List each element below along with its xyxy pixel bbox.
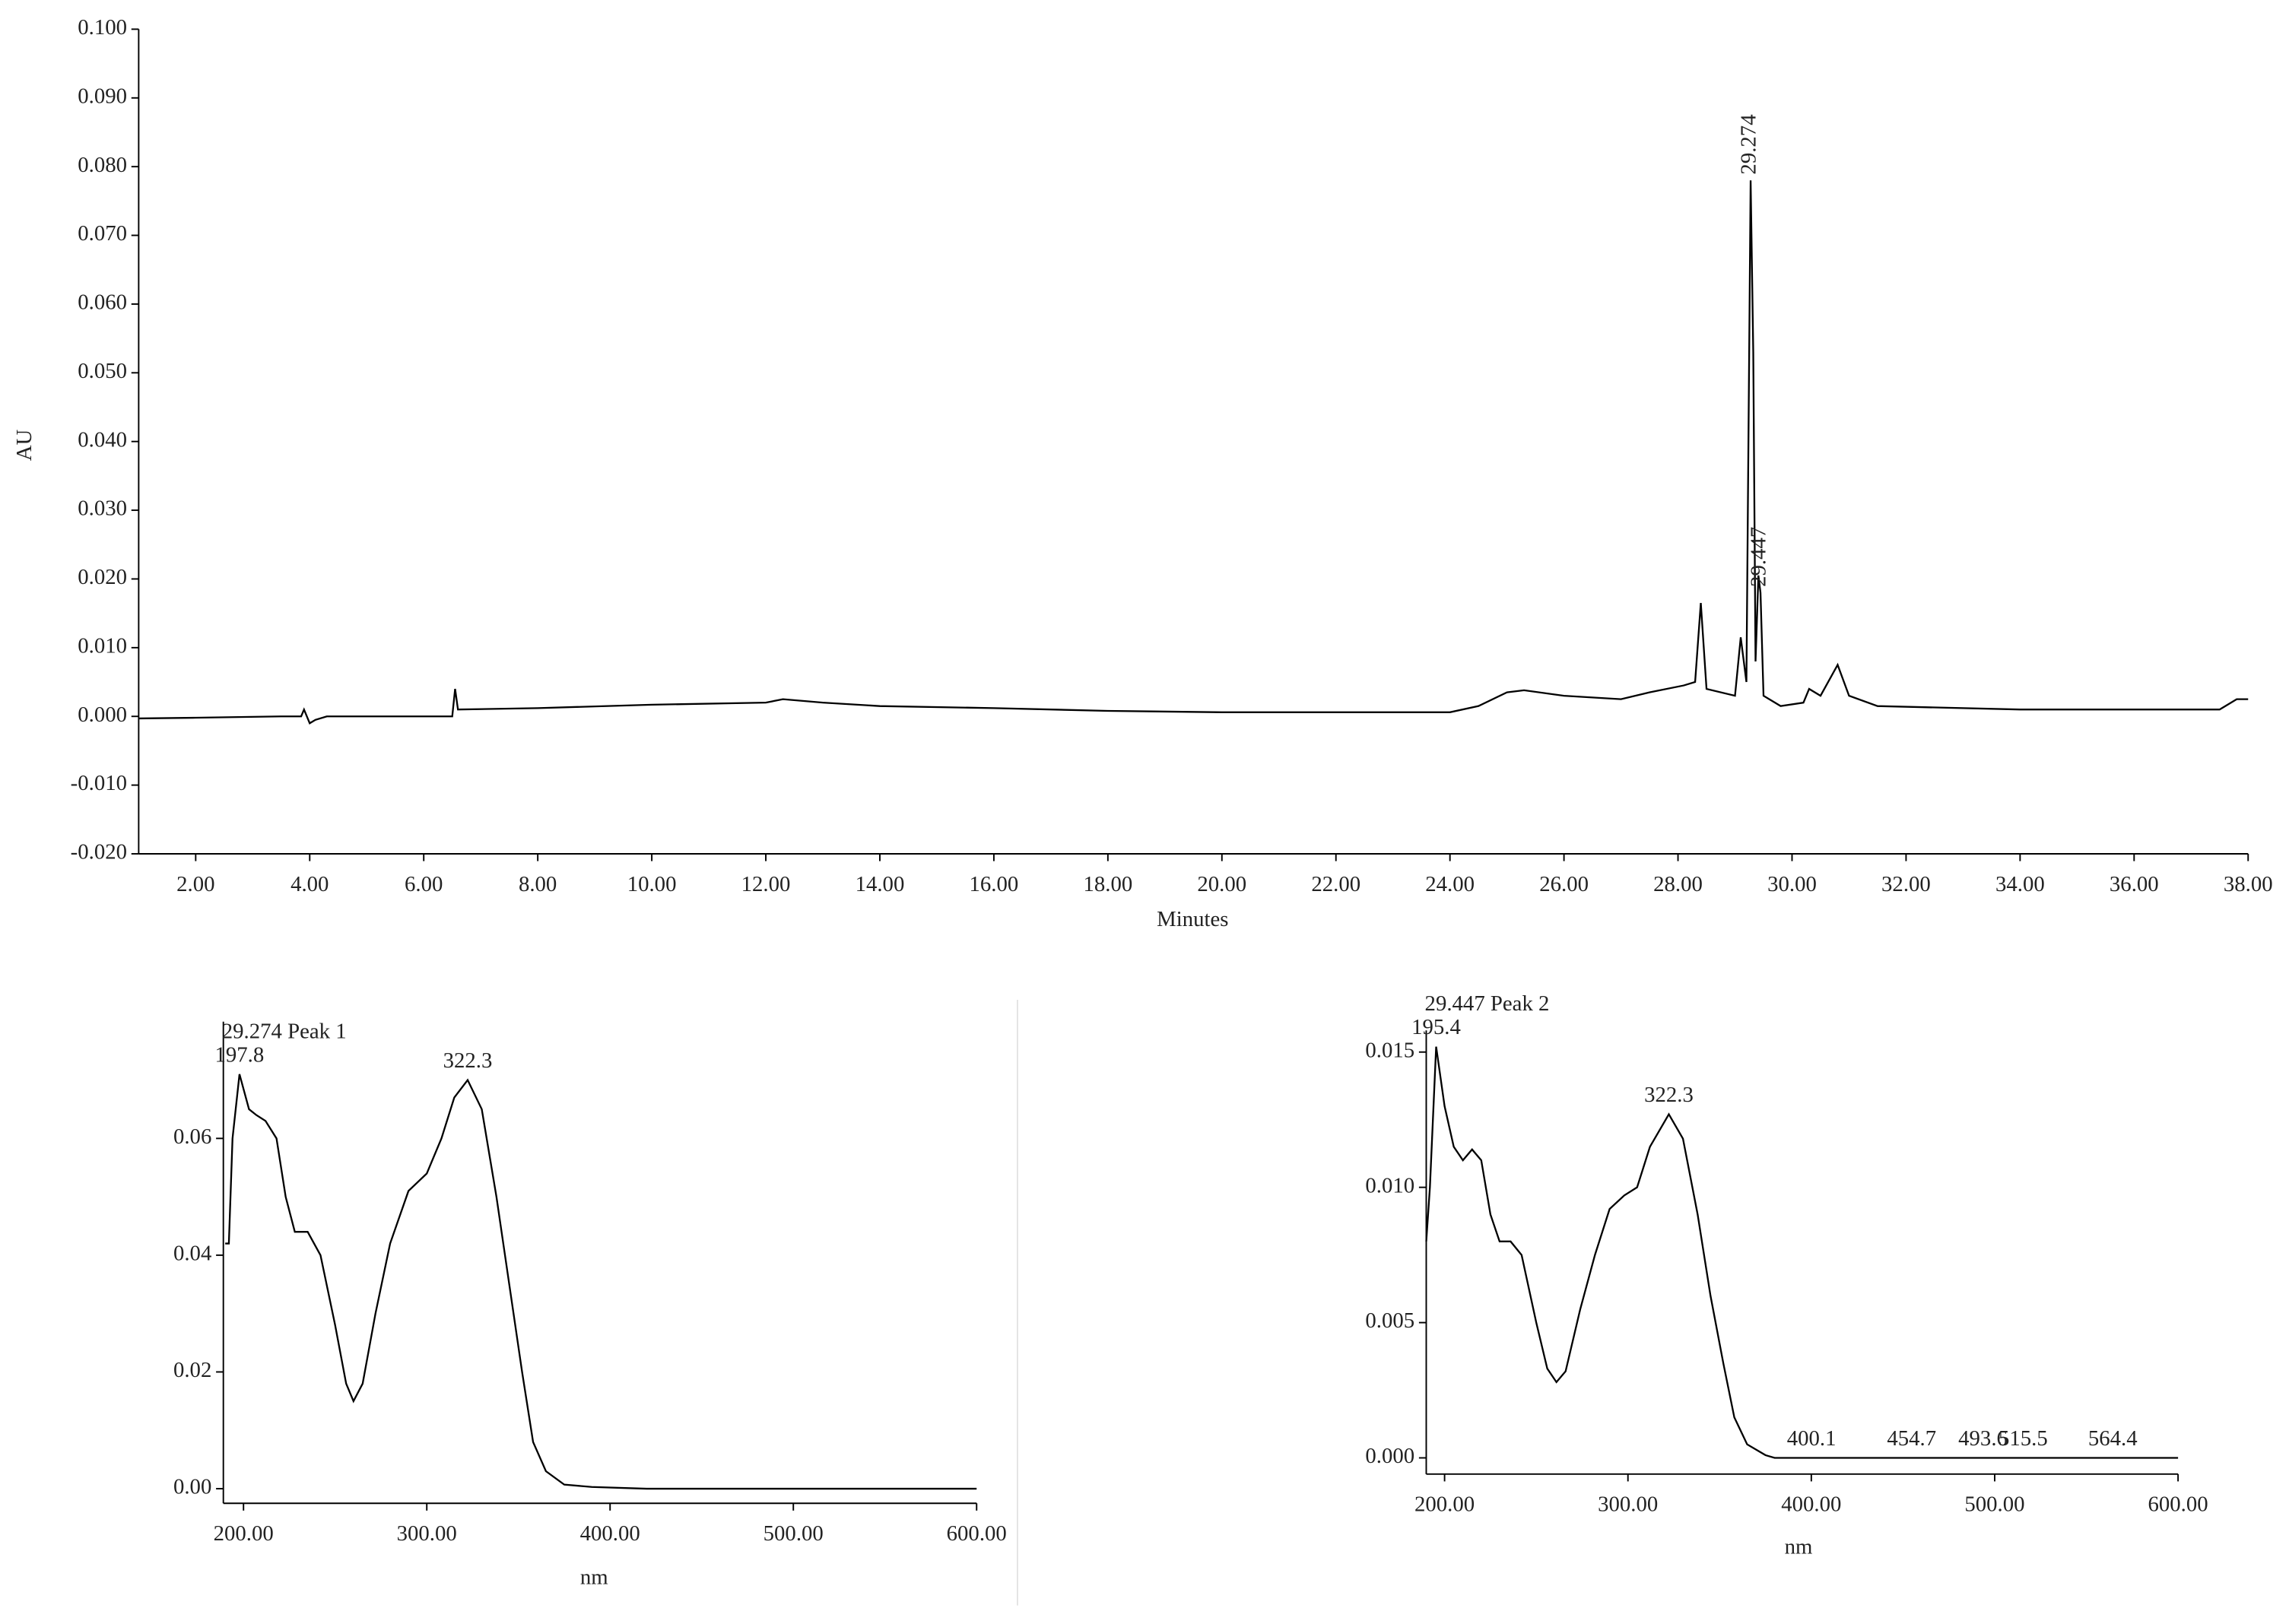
y-tick-label: 0.000 [1365,1444,1414,1468]
x-tick-label: 14.00 [856,872,905,896]
x-tick-label: 8.00 [519,872,557,896]
x-tick-label: 500.00 [1964,1492,2024,1517]
peak-label: 29.447 [1747,527,1771,587]
y-tick-label: 0.050 [78,359,127,383]
x-tick-label: 600.00 [2148,1492,2208,1517]
peak-label: 564.4 [2088,1426,2138,1451]
x-tick-label: 400.00 [1781,1492,1841,1517]
peak-label: 454.7 [1887,1426,1936,1451]
y-tick-label: 0.010 [1365,1173,1414,1197]
y-tick-label: -0.010 [71,771,127,795]
y-tick-label: 0.015 [1365,1038,1414,1062]
x-tick-label: 20.00 [1197,872,1246,896]
y-tick-label: -0.020 [71,840,127,864]
x-tick-label: 34.00 [1995,872,2045,896]
peak-label: 400.1 [1787,1426,1837,1451]
x-tick-label: 300.00 [397,1521,457,1546]
x-tick-label: 18.00 [1083,872,1132,896]
y-tick-label: 0.070 [78,221,127,246]
x-tick-label: 400.00 [580,1521,640,1546]
trace [1425,1046,2179,1459]
peak-label: 515.5 [1999,1426,2048,1451]
x-tick-label: 28.00 [1653,872,1703,896]
peak-label: 197.8 [215,1042,265,1067]
trace [225,1074,977,1490]
chart-title: 29.274 Peak 1 [222,1020,347,1044]
x-axis-label: nm [1785,1534,1813,1559]
y-tick-label: 0.100 [78,15,127,40]
y-tick-label: 0.060 [78,290,127,315]
y-tick-label: 0.040 [78,427,127,452]
x-axis-label: Minutes [1157,907,1228,931]
y-tick-label: 0.005 [1365,1308,1414,1333]
y-tick-label: 0.010 [78,633,127,658]
y-tick-label: 0.04 [173,1242,211,1266]
x-tick-label: 30.00 [1767,872,1817,896]
y-axis-label: AU [12,430,37,462]
x-tick-label: 22.00 [1311,872,1360,896]
x-tick-label: 10.00 [627,872,677,896]
x-tick-label: 16.00 [970,872,1019,896]
y-tick-label: 0.080 [78,153,127,177]
y-tick-label: 0.030 [78,496,127,521]
x-tick-label: 600.00 [947,1521,1007,1546]
y-tick-label: 0.00 [173,1475,211,1499]
x-tick-label: 2.00 [176,872,214,896]
x-tick-label: 32.00 [1881,872,1931,896]
y-tick-label: 0.06 [173,1124,211,1149]
x-tick-label: 300.00 [1598,1492,1658,1517]
y-tick-label: 0.02 [173,1358,211,1382]
x-tick-label: 500.00 [764,1521,824,1546]
x-tick-label: 24.00 [1425,872,1475,896]
x-tick-label: 12.00 [741,872,791,896]
x-tick-label: 36.00 [2110,872,2159,896]
x-tick-label: 200.00 [214,1521,274,1546]
peak-label: 322.3 [443,1048,493,1073]
peak-label: 322.3 [1644,1083,1694,1107]
x-tick-label: 4.00 [290,872,329,896]
trace [138,180,2249,725]
x-tick-label: 26.00 [1539,872,1589,896]
y-tick-label: 0.020 [78,565,127,589]
chart-title: 29.447 Peak 2 [1425,991,1550,1016]
peak-label: 29.274 [1737,114,1761,174]
peak-label: 493.6 [1958,1426,2008,1451]
y-tick-label: 0.090 [78,84,127,108]
peak-label: 195.4 [1411,1015,1461,1039]
y-tick-label: 0.000 [78,703,127,727]
x-tick-label: 200.00 [1414,1492,1475,1517]
x-axis-label: nm [580,1565,608,1590]
x-tick-label: 6.00 [405,872,443,896]
x-tick-label: 38.00 [2224,872,2273,896]
